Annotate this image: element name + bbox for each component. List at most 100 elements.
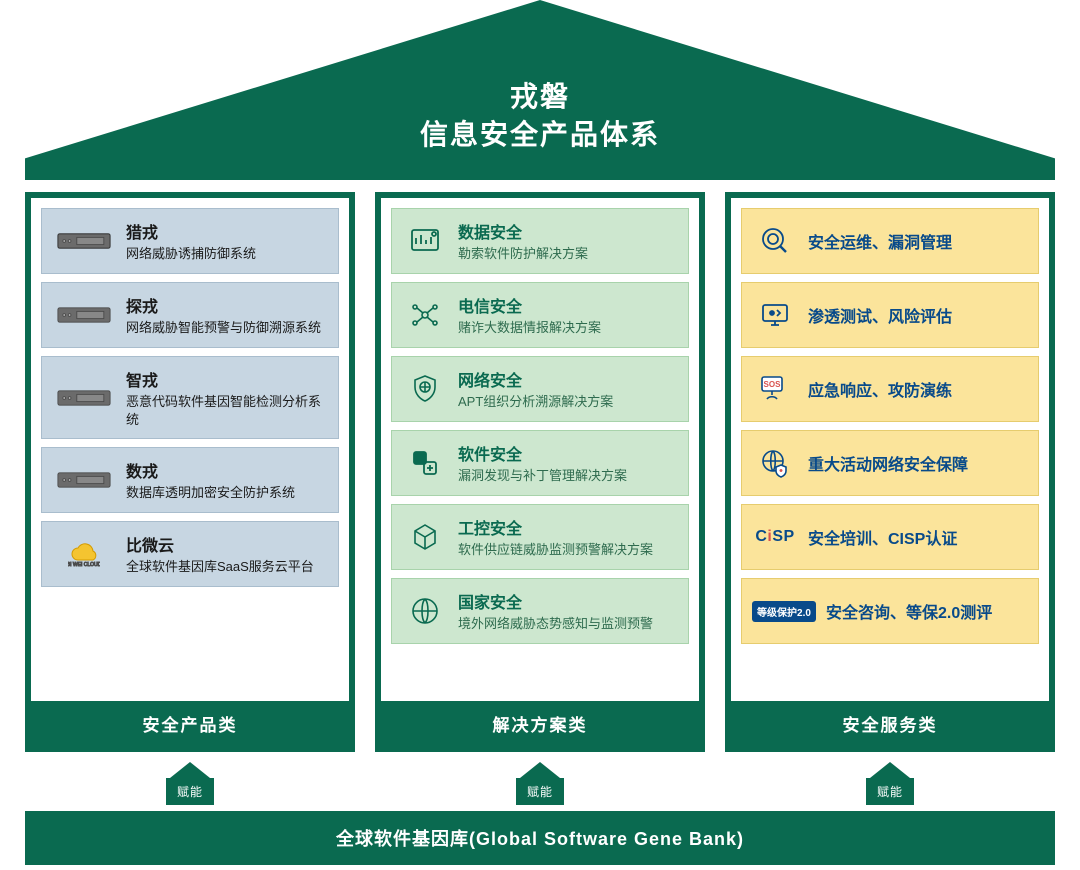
card-title: 数据安全 [458,219,676,243]
arrow-up: 赋能 [866,762,914,805]
arrow-up: 赋能 [166,762,214,805]
product-card: 智戎 恶意代码软件基因智能检测分析系统 [41,356,339,439]
arrow-head-icon [170,762,210,778]
card-text: 应急响应、攻防演练 [808,377,1026,401]
arrow-label: 赋能 [166,778,214,805]
product-card: 数戎 数据库透明加密安全防护系统 [41,447,339,513]
solution-card: 数据安全 勒索软件防护解决方案 [391,208,689,274]
card-title: 探戎 [126,293,326,317]
diagram-container: 戎磐 信息安全产品体系 猎戎 网络威胁诱捕防御系统 [0,0,1080,870]
card-title: 渗透测试、风险评估 [808,303,952,327]
card-title: 软件安全 [458,441,676,465]
svg-text:SOS: SOS [764,380,782,389]
product-card: 猎戎 网络威胁诱捕防御系统 [41,208,339,274]
arrow-label: 赋能 [516,778,564,805]
foundation-text: 全球软件基因库(Global Software Gene Bank) [336,829,744,849]
cloud-icon: BI WEI CLOUD [54,533,114,575]
card-title: 智戎 [126,367,326,391]
badge-text: 等级保护2.0 [752,601,816,622]
solution-card: 网络安全 APT组织分析溯源解决方案 [391,356,689,422]
card-text: 网络安全 APT组织分析溯源解决方案 [458,367,676,411]
card-text: 软件安全 漏洞发现与补丁管理解决方案 [458,441,676,485]
card-text: 国家安全 境外网络威胁态势感知与监测预警 [458,589,676,633]
patch-icon [404,442,446,484]
monitor-icon [754,294,796,336]
pillar-services: 安全运维、漏洞管理 渗透测试、风险评估 SOS 应 [725,192,1055,752]
card-sub: 软件供应链威胁监测预警解决方案 [458,541,676,559]
service-card: 重大活动网络安全保障 [741,430,1039,496]
circle-search-icon [754,220,796,262]
product-card: 探戎 网络威胁智能预警与防御溯源系统 [41,282,339,348]
card-sub: 勒索软件防护解决方案 [458,245,676,263]
card-title: 网络安全 [458,367,676,391]
service-card: 安全运维、漏洞管理 [741,208,1039,274]
foundation-bar: 全球软件基因库(Global Software Gene Bank) [25,811,1055,865]
globe-icon [404,590,446,632]
card-title: 安全运维、漏洞管理 [808,229,952,253]
server-icon [54,294,114,336]
card-text: 猎戎 网络威胁诱捕防御系统 [126,219,326,263]
card-title: 应急响应、攻防演练 [808,377,952,401]
roof-line1: 戎磐 [25,78,1055,116]
card-title: 安全培训、CISP认证 [808,525,957,549]
service-card: 渗透测试、风险评估 [741,282,1039,348]
arrow-cell: 赋能 [725,762,1055,805]
solution-card: 工控安全 软件供应链威胁监测预警解决方案 [391,504,689,570]
card-text: 智戎 恶意代码软件基因智能检测分析系统 [126,367,326,428]
card-sub: 赌诈大数据情报解决方案 [458,319,676,337]
arrow-head-icon [520,762,560,778]
card-text: 数据安全 勒索软件防护解决方案 [458,219,676,263]
card-title: 安全咨询、等保2.0测评 [826,599,992,623]
card-text: 重大活动网络安全保障 [808,451,1026,475]
pillar-products: 猎戎 网络威胁诱捕防御系统 探戎 网络威胁智能预警与防御溯源系统 [25,192,355,752]
arrows-row: 赋能 赋能 赋能 [25,762,1055,805]
card-sub: 恶意代码软件基因智能检测分析系统 [126,393,326,428]
card-text: 安全培训、CISP认证 [808,525,1026,549]
product-card: BI WEI CLOUD 比微云 全球软件基因库SaaS服务云平台 [41,521,339,587]
card-title: 国家安全 [458,589,676,613]
pillar-services-body: 安全运维、漏洞管理 渗透测试、风险评估 SOS 应 [731,198,1049,701]
network-icon [404,294,446,336]
pillars-row: 猎戎 网络威胁诱捕防御系统 探戎 网络威胁智能预警与防御溯源系统 [25,192,1055,752]
roof-title: 戎磐 信息安全产品体系 [25,78,1055,154]
pillar-products-body: 猎戎 网络威胁诱捕防御系统 探戎 网络威胁智能预警与防御溯源系统 [31,198,349,701]
roof-line2: 信息安全产品体系 [25,116,1055,154]
card-sub: 网络威胁诱捕防御系统 [126,245,326,263]
solution-card: 国家安全 境外网络威胁态势感知与监测预警 [391,578,689,644]
card-sub: 全球软件基因库SaaS服务云平台 [126,558,326,576]
shield-globe-icon [404,368,446,410]
service-card: CiSP 安全培训、CISP认证 [741,504,1039,570]
arrow-up: 赋能 [516,762,564,805]
solution-card: 电信安全 赌诈大数据情报解决方案 [391,282,689,348]
card-sub: 数据库透明加密安全防护系统 [126,484,326,502]
card-title: 猎戎 [126,219,326,243]
card-text: 工控安全 软件供应链威胁监测预警解决方案 [458,515,676,559]
server-icon [54,220,114,262]
pillar-solutions-body: 数据安全 勒索软件防护解决方案 电信安全 赌诈大数据情报解决方案 [381,198,699,701]
roof: 戎磐 信息安全产品体系 [25,0,1055,180]
pillar-solutions-footer: 解决方案类 [381,701,699,746]
card-text: 渗透测试、风险评估 [808,303,1026,327]
badge-icon: 等级保护2.0 [754,590,814,632]
service-card: SOS 应急响应、攻防演练 [741,356,1039,422]
pillar-services-footer: 安全服务类 [731,701,1049,746]
server-icon [54,377,114,419]
server-icon [54,459,114,501]
card-title: 比微云 [126,532,326,556]
cube-icon [404,516,446,558]
card-text: 安全运维、漏洞管理 [808,229,1026,253]
sos-icon: SOS [754,368,796,410]
dashboard-icon [404,220,446,262]
pillar-solutions: 数据安全 勒索软件防护解决方案 电信安全 赌诈大数据情报解决方案 [375,192,705,752]
card-title: 数戎 [126,458,326,482]
card-text: 安全咨询、等保2.0测评 [826,599,1026,623]
card-text: 探戎 网络威胁智能预警与防御溯源系统 [126,293,326,337]
cisp-icon: CiSP [754,516,796,558]
solution-card: 软件安全 漏洞发现与补丁管理解决方案 [391,430,689,496]
arrow-head-icon [870,762,910,778]
svg-text:BI WEI CLOUD: BI WEI CLOUD [68,562,100,568]
card-title: 重大活动网络安全保障 [808,451,968,475]
card-text: 数戎 数据库透明加密安全防护系统 [126,458,326,502]
service-card: 等级保护2.0 安全咨询、等保2.0测评 [741,578,1039,644]
pillar-products-footer: 安全产品类 [31,701,349,746]
